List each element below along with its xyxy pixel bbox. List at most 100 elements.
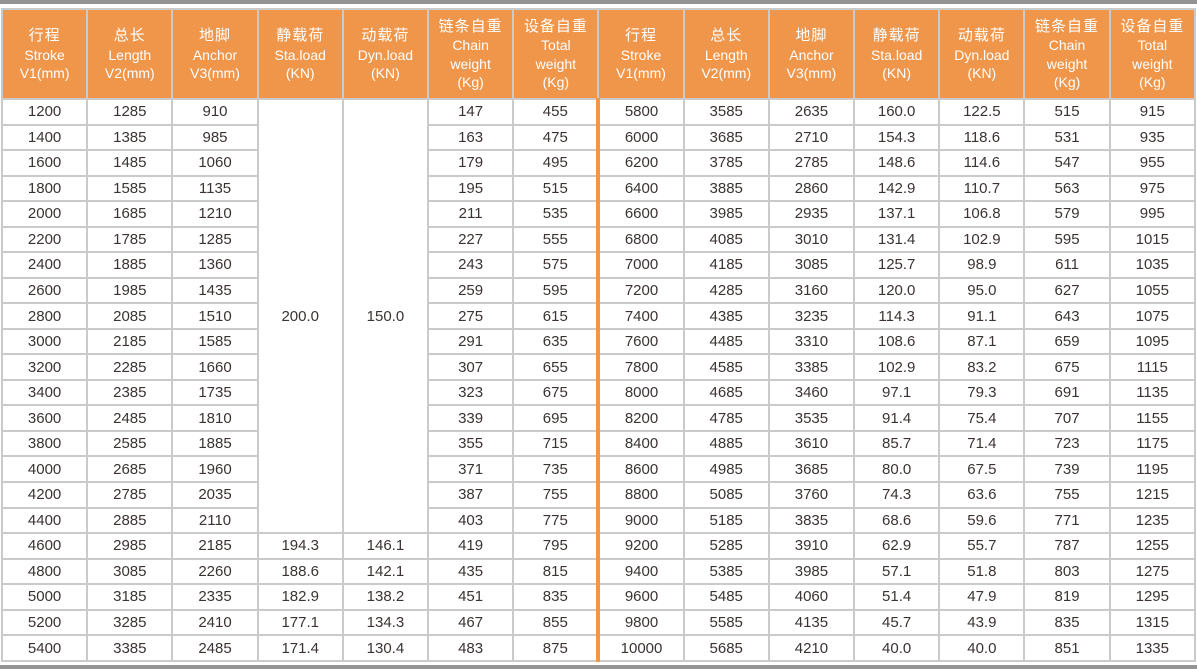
table-cell: 4600 (0, 532, 89, 560)
table-cell: 83.2 (938, 353, 1026, 381)
table-cell: 1135 (171, 174, 259, 203)
table-cell: 3985 (767, 557, 856, 586)
table-cell: 403 (427, 506, 515, 535)
table-row: 2000 1685 1210 211 535 6600 3985 2935 137.1 106.8… (0, 200, 1197, 228)
table-cell: 40.0 (853, 634, 941, 662)
table-cell: 3310 (767, 327, 856, 356)
table-cell: 2785 (767, 149, 856, 177)
table-cell: 95.0 (938, 276, 1026, 305)
table-cell: 531 (1023, 123, 1111, 152)
table-cell: 1175 (1108, 429, 1197, 458)
table-cell: 3800 (0, 429, 89, 458)
table-cell: 4485 (682, 327, 770, 356)
table-row: 2400 1885 1360 243 575 7000 4185 3085 125.7 98.9 6… (0, 251, 1197, 279)
table-cell: 2000 (0, 200, 89, 228)
table-cell: 851 (1023, 634, 1111, 662)
table-cell: 9000 (596, 506, 685, 535)
table-cell: 4385 (682, 302, 770, 330)
table-cell: 2110 (171, 506, 259, 535)
header-zh: 动载荷 (361, 27, 410, 45)
table-cell: 467 (427, 608, 515, 637)
table-cell: 2285 (86, 353, 174, 381)
header-sub: Total weight (Kg) (1132, 37, 1173, 90)
table-cell: 2400 (0, 251, 89, 279)
table-cell: 3000 (0, 327, 89, 356)
table-cell: 57.1 (853, 557, 941, 586)
table-cell: 3385 (86, 634, 174, 662)
table-cell: 875 (512, 634, 600, 662)
table-cell: 147 (427, 98, 515, 126)
table-cell: 3385 (767, 353, 856, 381)
table-cell: 3085 (86, 557, 174, 586)
table-cell: 307 (427, 353, 515, 381)
table-cell: 675 (1023, 353, 1111, 381)
table-cell: 177.1 (256, 608, 344, 637)
table-cell: 1960 (171, 455, 259, 483)
table-cell: 51.8 (938, 557, 1026, 586)
header-zh: 总长 (113, 27, 146, 45)
table-cell: 1015 (1108, 225, 1197, 254)
table-cell: 3835 (767, 506, 856, 535)
table-cell: 1485 (86, 149, 174, 177)
table-cell: 75.4 (938, 404, 1026, 432)
table-cell: 98.9 (938, 251, 1026, 279)
table-cell: 515 (512, 174, 600, 203)
table-cell: 1255 (1108, 532, 1197, 560)
table-cell: 1155 (1108, 404, 1197, 432)
table-cell: 2485 (86, 404, 174, 432)
table-row: 1200 1285 910 200.0 150.0 147 455 5800 3585 2635 1… (0, 97, 1197, 535)
table-cell: 1315 (1108, 608, 1197, 637)
table-cell: 5400 (0, 634, 89, 662)
table-cell: 643 (1023, 302, 1111, 330)
table-cell: 2985 (86, 532, 174, 560)
table-cell: 171.4 (256, 634, 344, 662)
table-cell: 259 (427, 276, 515, 305)
table-cell: 79.3 (938, 378, 1026, 407)
table-cell: 855 (512, 608, 600, 637)
table-cell: 1685 (86, 200, 174, 228)
table-cell: 4185 (682, 251, 770, 279)
table-cell: 795 (512, 532, 600, 560)
table-cell: 154.3 (853, 123, 941, 152)
table-cell: 97.1 (853, 378, 941, 407)
table-cell: 815 (512, 557, 600, 586)
table-cell: 114.3 (853, 302, 941, 330)
table-cell: 91.1 (938, 302, 1026, 330)
table-cell: 125.7 (853, 251, 941, 279)
table-cell: 2085 (86, 302, 174, 330)
table-cell: 1235 (1108, 506, 1197, 535)
table-cell: 339 (427, 404, 515, 432)
table-cell: 118.6 (938, 123, 1026, 152)
header-sub: Stroke V1(mm) (616, 46, 666, 81)
table-cell: 1810 (171, 404, 259, 432)
table-cell: 3235 (767, 302, 856, 330)
table-cell: 3185 (86, 583, 174, 611)
table-cell: 163 (427, 123, 515, 152)
table-row: 1400 1385 985 163 475 6000 3685 2710 154.3 118.6 5… (0, 123, 1197, 152)
table-cell: 179 (427, 149, 515, 177)
table-cell: 435 (427, 557, 515, 586)
table-cell: 595 (1023, 225, 1111, 254)
table-cell: 68.6 (853, 506, 941, 535)
header-sub: Total weight (Kg) (535, 37, 577, 90)
header-zh: 静载荷 (872, 27, 921, 45)
table-cell: 211 (427, 200, 515, 228)
table-cell: 985 (171, 123, 259, 152)
table-cell: 575 (512, 251, 600, 279)
table-cell: 9200 (596, 532, 685, 560)
table-cell: 2185 (86, 327, 174, 356)
col-header-staload-left: 静载荷 Sta.load (KN) (256, 8, 344, 100)
table-row: 2200 1785 1285 227 555 6800 4085 3010 131.4 102.9… (0, 225, 1197, 254)
table-cell: 775 (512, 506, 600, 535)
table-cell: 1195 (1108, 455, 1197, 483)
table-row: 4000 2685 1960 371 735 8600 4985 3685 80.0 67.5 73… (0, 455, 1197, 483)
table-cell: 4585 (682, 353, 770, 381)
table-cell: 4135 (767, 608, 856, 637)
table-cell: 1660 (171, 353, 259, 381)
table-cell: 3885 (682, 174, 770, 203)
table-cell: 1735 (171, 378, 259, 407)
table-cell: 200.0 (256, 97, 344, 535)
table-cell: 1275 (1108, 557, 1197, 586)
table-cell: 659 (1023, 327, 1111, 356)
table-cell: 1115 (1108, 353, 1197, 381)
